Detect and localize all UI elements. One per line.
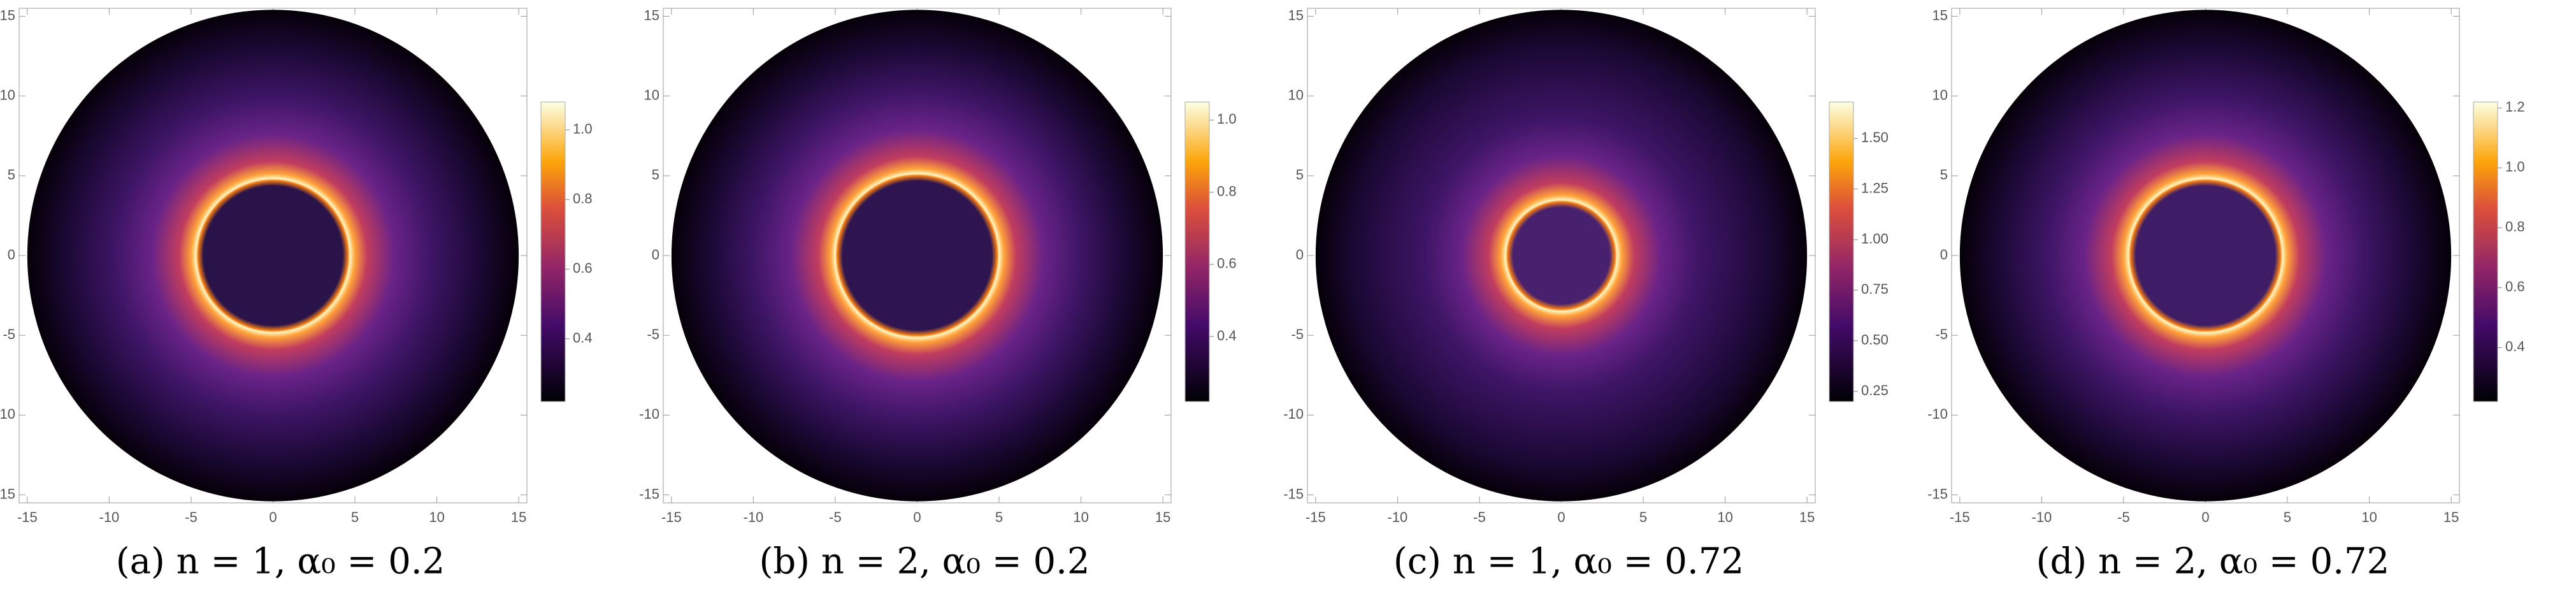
- y-tick-label: 5: [652, 167, 659, 183]
- panel: -15 -10 -5 0 5 10 15 -15 -10 -5 0 5 10 15 0.4 0.6 0.8 1.0…: [0, 7, 593, 582]
- x-tick-label: 15: [1155, 509, 1170, 525]
- y-tick-label: 0: [1296, 247, 1304, 263]
- y-tick-label: 15: [1288, 7, 1304, 23]
- x-tick-label: 5: [995, 509, 1003, 525]
- y-tick-label: -10: [1927, 406, 1948, 422]
- x-tick-label: -10: [2032, 509, 2052, 525]
- y-tick-label: -15: [0, 486, 15, 502]
- x-tick-label: 5: [1639, 509, 1647, 525]
- y-tick-label: -15: [1283, 486, 1304, 502]
- caption: (a) n = 1, α₀ = 0.2: [116, 541, 445, 583]
- x-tick-label: -15: [1950, 509, 1970, 525]
- colorbar: [2473, 101, 2498, 402]
- x-tick-label: 0: [1557, 509, 1565, 525]
- x-tick-label: -15: [661, 509, 682, 525]
- y-tick-label: -5: [1935, 326, 1948, 342]
- y-tick-label: 10: [0, 87, 15, 103]
- colorbar-tick-label: 1.0: [1217, 111, 1237, 127]
- colorbar-tick-label: 0.8: [573, 191, 593, 206]
- x-tick-label: 10: [1073, 509, 1088, 525]
- y-tick-label: -15: [639, 486, 659, 502]
- y-tick-label: -5: [1291, 326, 1304, 342]
- colorbar-tick-label: 1.2: [2505, 99, 2525, 115]
- y-tick-label: 10: [1288, 87, 1304, 103]
- y-tick-label: -10: [1283, 406, 1304, 422]
- x-tick-label: -10: [99, 509, 120, 525]
- y-tick-label: -10: [0, 406, 15, 422]
- colorbar-tick-label: 1.0: [573, 121, 593, 137]
- caption: (c) n = 1, α₀ = 0.72: [1393, 541, 1744, 583]
- colorbar-tick-label: 0.8: [2505, 219, 2525, 235]
- colorbar-tick-label: 1.0: [2505, 159, 2525, 175]
- x-tick-label: 15: [1799, 509, 1815, 525]
- x-tick-label: 0: [913, 509, 921, 525]
- y-tick-label: 0: [652, 247, 659, 263]
- x-tick-label: 5: [2284, 509, 2291, 525]
- y-tick-label: 15: [644, 7, 659, 23]
- density-disk: [27, 10, 519, 502]
- y-tick-label: 5: [1940, 167, 1948, 183]
- colorbar: [1829, 101, 1854, 402]
- y-tick-label: 15: [1932, 7, 1948, 23]
- y-tick-label: 10: [1932, 87, 1948, 103]
- colorbar-tick-label: 0.25: [1861, 382, 1889, 398]
- colorbar: [540, 101, 566, 402]
- panel: -15 -10 -5 0 5 10 15 -15 -10 -5 0 5 10 15 0.4 0.6 0.8 1.0…: [1927, 7, 2524, 582]
- y-tick-label: -15: [1927, 486, 1948, 502]
- colorbar: [1184, 101, 1210, 402]
- colorbar-tick-label: 0.50: [1861, 332, 1889, 348]
- x-tick-label: -10: [1388, 509, 1408, 525]
- colorbar-tick-label: 1.00: [1861, 231, 1889, 247]
- caption: (b) n = 2, α₀ = 0.2: [759, 541, 1090, 583]
- x-tick-label: -5: [185, 509, 198, 525]
- x-tick-label: -5: [1473, 509, 1486, 525]
- x-tick-label: 10: [1717, 509, 1732, 525]
- y-tick-label: 5: [1296, 167, 1304, 183]
- colorbar-tick-label: 0.6: [1217, 256, 1237, 271]
- colorbar-tick-label: 1.50: [1861, 129, 1889, 145]
- colorbar-tick-label: 0.4: [2505, 338, 2525, 354]
- colorbar-tick-label: 1.25: [1861, 180, 1889, 196]
- panel: -15 -10 -5 0 5 10 15 -15 -10 -5 0 5 10 15 0.4 0.6 0.8 1.0…: [639, 7, 1236, 582]
- density-disk: [1315, 10, 1808, 502]
- colorbar-tick-label: 0.4: [573, 329, 593, 345]
- x-tick-label: -5: [829, 509, 842, 525]
- colorbar-tick-label: 0.6: [573, 260, 593, 276]
- x-tick-label: 0: [269, 509, 277, 525]
- x-tick-label: 15: [511, 509, 526, 525]
- x-tick-label: -5: [2117, 509, 2130, 525]
- x-tick-label: 10: [2361, 509, 2377, 525]
- y-tick-label: -10: [639, 406, 659, 422]
- x-tick-label: -10: [744, 509, 764, 525]
- x-tick-label: 5: [351, 509, 359, 525]
- x-tick-label: -15: [17, 509, 38, 525]
- colorbar-tick-label: 0.4: [1217, 328, 1237, 344]
- density-disk: [1959, 10, 2452, 502]
- colorbar-tick-label: 0.6: [2505, 279, 2525, 294]
- y-tick-label: 10: [644, 87, 659, 103]
- x-tick-label: 10: [429, 509, 444, 525]
- colorbar-tick-label: 0.8: [1217, 183, 1237, 199]
- y-tick-label: 0: [1940, 247, 1948, 263]
- y-tick-label: 15: [0, 7, 15, 23]
- x-tick-label: 15: [2443, 509, 2459, 525]
- x-tick-label: 0: [2201, 509, 2209, 525]
- y-tick-label: -5: [3, 326, 15, 342]
- panel: -15 -10 -5 0 5 10 15 -15 -10 -5 0 5 10 15 0.25 0.50 0.75…: [1283, 7, 1889, 582]
- colorbar-tick-label: 0.75: [1861, 281, 1889, 297]
- y-tick-label: 0: [8, 247, 15, 263]
- x-tick-label: -15: [1306, 509, 1326, 525]
- y-tick-label: 5: [8, 167, 15, 183]
- y-tick-label: -5: [647, 326, 659, 342]
- density-disk: [671, 10, 1163, 502]
- caption: (d) n = 2, α₀ = 0.72: [2036, 541, 2390, 583]
